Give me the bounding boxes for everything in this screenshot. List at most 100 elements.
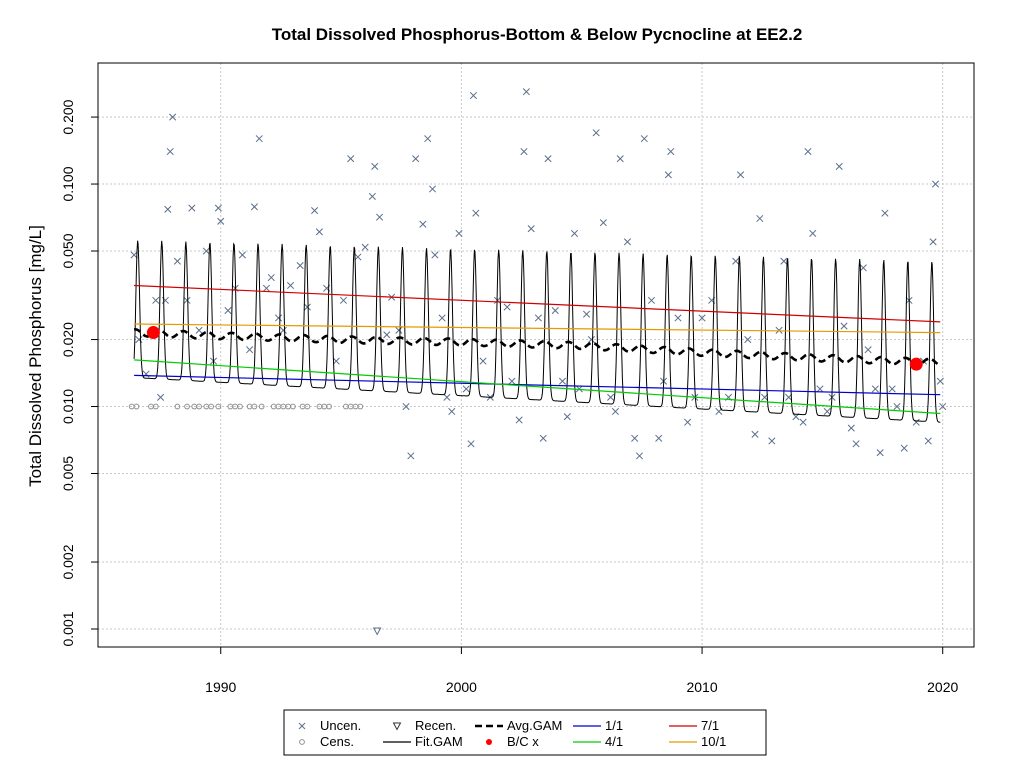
legend-item: 1/1 [573,718,623,733]
uncensored-point [224,306,232,315]
uncensored-point [698,314,706,322]
uncensored-point [647,296,656,304]
uncensored-point [217,217,225,225]
censored-point [133,403,140,410]
uncensored-point [267,273,275,282]
legend-item: Fit.GAM [383,734,463,749]
uncensored-point [939,402,947,411]
uncensored-point [623,238,632,246]
uncensored-point [443,393,451,401]
fit-gam-line [133,240,941,423]
uncensored-point [674,314,682,322]
uncensored-point [684,418,692,426]
y-tick-label: 0.200 [60,99,76,134]
uncensored-point [732,257,740,265]
uncensored-point [888,385,896,393]
uncensored-point [840,322,848,330]
uncensored-point [407,452,415,460]
uncensored-point [503,303,511,311]
uncensored-point [864,346,872,354]
y-tick-label: 0.001 [60,611,76,646]
x-tick-label: 2020 [927,679,958,695]
uncensored-point [339,296,348,304]
uncensored-point [395,326,403,334]
uncensored-point [412,155,420,163]
uncensored-point [835,162,843,170]
uncensored-point [799,418,807,426]
uncensored-point [166,147,174,156]
y-tick-label: 0.010 [60,389,76,424]
y-tick-label: 0.002 [60,544,76,579]
uncensored-point [756,214,764,223]
uncensored-point [311,207,319,215]
line-1-1 [134,374,941,396]
uncensored-point [347,155,355,163]
uncensored-point [551,306,559,315]
uncensored-point [522,88,530,96]
censored-point [174,403,181,410]
legend-label: Cens. [320,734,354,749]
uncensored-point [438,314,446,322]
legend-label: 10/1 [701,734,726,749]
recensored-point [372,627,382,636]
uncensored-point [635,452,644,460]
uncensored-point [809,229,817,237]
uncensored-point [582,310,591,318]
censored-point [290,403,296,410]
uncensored-point [419,220,427,228]
uncensored-point [286,281,295,290]
censored-point [152,403,159,410]
uncensored-point [936,377,944,385]
legend-item: 10/1 [669,734,726,749]
uncensored-point [924,437,932,445]
avg-gam-line [134,327,939,367]
grid [98,63,974,647]
uncensored-point [472,209,480,217]
censored-point [304,403,311,410]
uncensored-point [570,229,579,237]
legend-item: B/C x [486,734,539,749]
censored-point [208,403,215,410]
y-tick-label: 0.100 [60,166,76,201]
uncensored-point [469,91,477,100]
y-tick-label: 0.005 [60,456,76,491]
uncensored-point [931,180,940,188]
legend-box [283,709,767,756]
bc-markers [146,326,923,371]
uncensored-point [539,434,547,442]
uncensored-point [202,247,210,255]
y-axis: 0.001 0.002 0.005 0.010 0.020 0.050 0.100 0.200 [60,99,98,647]
uncensored-point [611,407,619,416]
uncensored-point [847,424,855,432]
uncensored-point [655,434,663,442]
y-axis-label: Total Dissolved Phosphorus [mg/L] [26,225,45,487]
uncensored-point [183,296,191,304]
uncensored-point [279,326,287,334]
uncensored-point [130,251,138,259]
legend-item: Recen. [392,718,456,733]
uncensored-point [876,449,884,457]
uncensored-point [823,407,831,416]
censored-point [196,403,202,410]
uncensored-point [274,314,283,322]
legend-label: B/C x [507,734,539,749]
uncensored-point [250,203,258,211]
uncensored-point [667,147,675,156]
legend-label: Avg.GAM [507,718,562,733]
uncensored-point [768,437,776,445]
uncensored-point [152,296,160,304]
line-10-1 [134,323,941,334]
uncensored-point [744,335,752,344]
uncensored-point [664,171,672,179]
uncensored-point [195,326,203,334]
legend-item: Uncen. [298,718,361,733]
legend-label: Fit.GAM [415,734,463,749]
uncensored-point [587,335,595,344]
uncensored-point [255,135,263,143]
chart-title: Total Dissolved Phosphorus-Bottom & Belo… [272,25,803,44]
uncensored-point [332,357,340,365]
uncensored-point [383,331,391,339]
data-points [128,88,947,636]
x-axis: 1990 2000 2010 2020 [205,647,958,695]
